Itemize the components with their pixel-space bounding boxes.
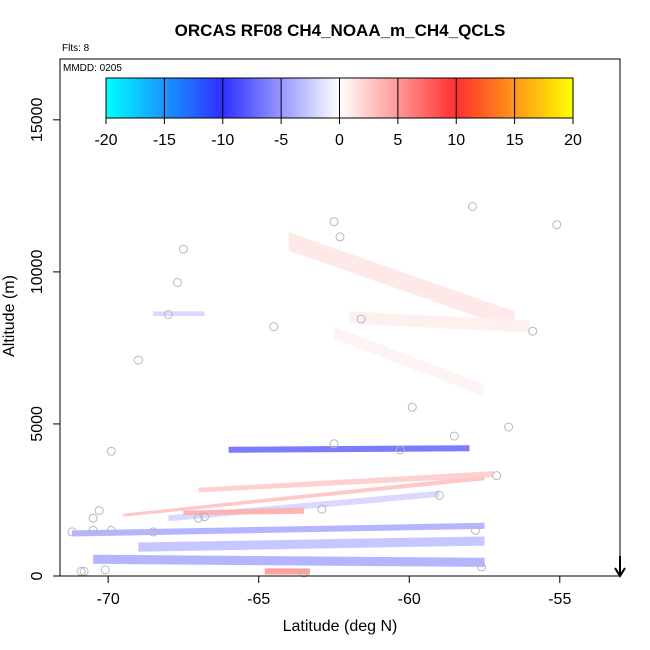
sample-point [335, 232, 345, 242]
date-label: MMDD: 0205 [63, 63, 122, 74]
heatmap-band-5 [93, 554, 485, 567]
sample-point [79, 566, 89, 576]
heatmap-band-4 [72, 522, 485, 537]
x-axis-label: Latitude (deg N) [283, 618, 398, 635]
y-tick-label: 10000 [29, 250, 46, 295]
sample-point [106, 446, 116, 456]
heatmap-band-12 [153, 311, 205, 316]
x-tick-label: -65 [247, 591, 270, 608]
x-tick-label: -60 [398, 591, 421, 608]
sample-point [269, 322, 279, 332]
sample-point [76, 566, 86, 576]
data-layer [67, 202, 562, 578]
y-axis: 0 5000 10000 15000 [29, 97, 60, 580]
colorbar-tick-label: 20 [564, 132, 582, 149]
sample-point [194, 513, 203, 523]
sample-point [504, 422, 514, 432]
sample-point [200, 512, 209, 522]
down-arrow-head [614, 567, 626, 578]
sample-point [434, 490, 444, 500]
heatmap-band-1 [123, 475, 485, 517]
plot-frame [59, 58, 621, 577]
y-tick-label: 15000 [29, 97, 46, 142]
colorbar-tick-label: 10 [447, 132, 465, 149]
x-tick-label: -70 [97, 591, 120, 608]
sample-point [88, 525, 98, 535]
sample-point [552, 220, 562, 230]
sample-point [468, 202, 477, 211]
sample-point [133, 355, 143, 365]
heatmap-band-3 [228, 445, 470, 453]
heatmap-band-6 [138, 536, 485, 552]
sample-point [492, 471, 502, 481]
sample-point [88, 513, 98, 523]
heatmap-band-2 [198, 471, 494, 493]
sample-point [317, 504, 327, 514]
colorbar-tick-label: -10 [211, 132, 234, 149]
sample-point [100, 565, 110, 575]
colorbar-tick-label: -15 [153, 132, 176, 149]
sample-point [356, 314, 366, 324]
sample-point [407, 402, 417, 412]
chart-title: ORCAS RF08 CH4_NOAA_m_CH4_QCLS [175, 21, 506, 40]
x-axis: -70 -65 -60 -55 [97, 576, 571, 608]
y-tick-label: 5000 [29, 406, 46, 442]
sample-point [106, 525, 116, 535]
heatmap-band-8 [183, 507, 304, 516]
heatmap-band-9 [288, 232, 515, 330]
sample-point [94, 506, 104, 516]
heatmap-band-10 [349, 311, 530, 333]
colorbar-tick-label: -5 [274, 132, 288, 149]
colorbar-tick-label: -20 [94, 132, 117, 149]
sample-point [395, 445, 405, 455]
sample-point [449, 431, 459, 441]
flights-label: Flts: 8 [62, 43, 90, 54]
sample-point [329, 217, 339, 227]
colorbar: -20 -15 -10 -5 0 5 10 15 20 [94, 77, 582, 149]
sample-point [528, 326, 538, 336]
colorbar-tick-label: 5 [393, 132, 402, 149]
y-axis-label: Altitude (m) [1, 275, 18, 357]
arrow-layer [614, 556, 626, 578]
sample-point [67, 527, 77, 537]
colorbar-tick-label: 15 [506, 132, 524, 149]
heatmap-band-13 [264, 568, 310, 575]
y-tick-label: 0 [29, 571, 46, 580]
sample-point [471, 525, 480, 535]
sample-point [477, 562, 486, 572]
sample-point [163, 310, 173, 319]
sample-point [299, 568, 309, 578]
sample-point [172, 278, 182, 287]
heatmap-band-11 [334, 326, 485, 397]
colorbar-tick-label: 0 [335, 132, 344, 149]
x-tick-label: -55 [548, 591, 571, 608]
sample-point [148, 527, 158, 537]
sample-point [329, 439, 339, 449]
sample-point [178, 244, 188, 254]
